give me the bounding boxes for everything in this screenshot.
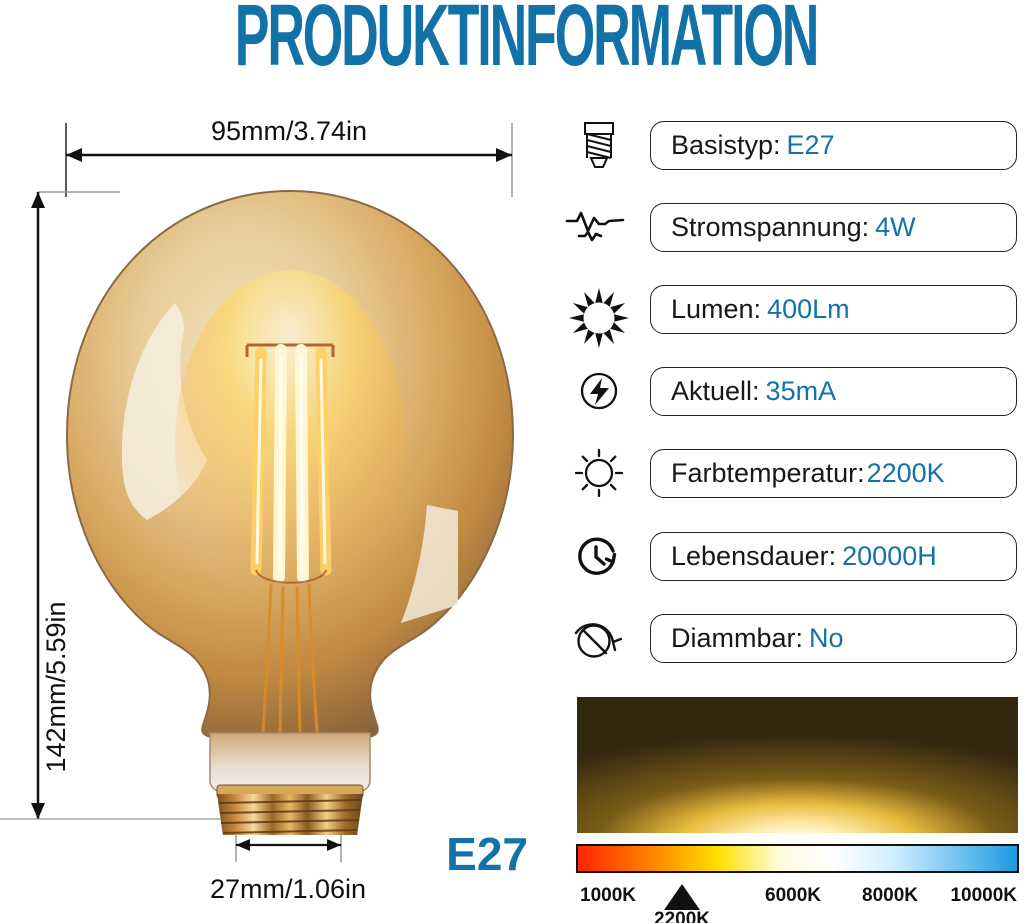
svg-text:6000K: 6000K — [765, 885, 821, 906]
svg-text:27mm/1.06in: 27mm/1.06in — [210, 874, 366, 904]
svg-text:1000K: 1000K — [580, 885, 636, 906]
svg-text:E27: E27 — [446, 828, 528, 880]
svg-text:8000K: 8000K — [862, 885, 918, 906]
svg-text:95mm/3.74in: 95mm/3.74in — [211, 116, 367, 146]
svg-text:10000K: 10000K — [950, 885, 1017, 906]
svg-text:2200K: 2200K — [654, 909, 710, 923]
